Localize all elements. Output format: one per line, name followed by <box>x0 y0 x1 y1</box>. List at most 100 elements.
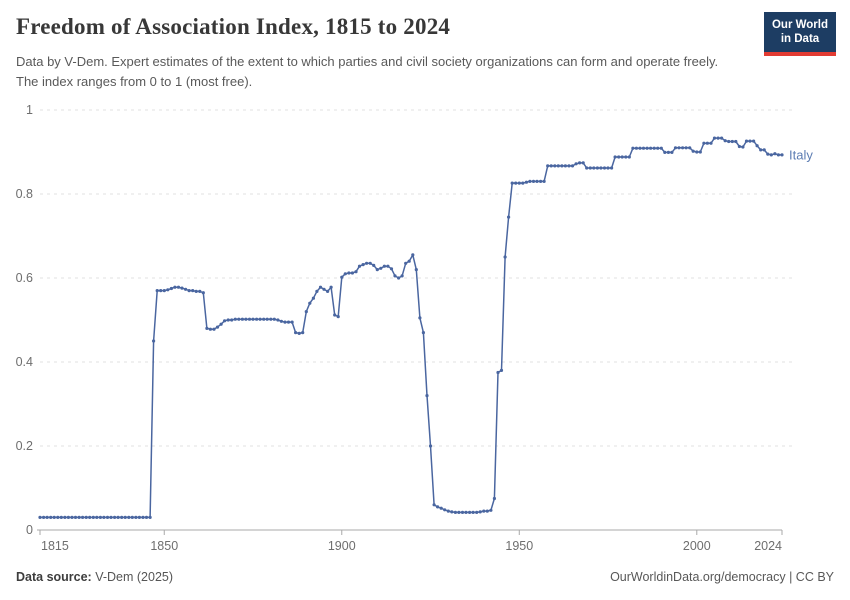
data-point[interactable] <box>617 155 621 159</box>
data-point[interactable] <box>329 285 333 289</box>
data-point[interactable] <box>326 289 330 293</box>
data-point[interactable] <box>759 148 763 152</box>
data-point[interactable] <box>521 181 525 185</box>
data-point[interactable] <box>443 508 447 512</box>
data-point[interactable] <box>127 515 131 519</box>
data-point[interactable] <box>425 394 429 398</box>
data-point[interactable] <box>354 270 358 274</box>
data-point[interactable] <box>407 259 411 263</box>
data-point[interactable] <box>471 510 475 514</box>
data-point[interactable] <box>88 515 92 519</box>
data-point[interactable] <box>59 515 63 519</box>
data-point[interactable] <box>343 272 347 276</box>
data-point[interactable] <box>397 276 401 280</box>
data-point[interactable] <box>748 139 752 143</box>
data-point[interactable] <box>663 150 667 154</box>
data-point[interactable] <box>159 289 163 293</box>
data-point[interactable] <box>439 506 443 510</box>
data-point[interactable] <box>734 139 738 144</box>
data-point[interactable] <box>52 515 56 519</box>
data-point[interactable] <box>539 179 543 183</box>
data-point[interactable] <box>176 285 181 289</box>
data-point[interactable] <box>681 146 685 150</box>
data-point[interactable] <box>130 515 134 519</box>
data-point[interactable] <box>556 164 560 168</box>
data-point[interactable] <box>585 166 589 170</box>
data-point[interactable] <box>336 315 340 319</box>
data-point[interactable] <box>137 515 141 519</box>
data-point[interactable] <box>428 444 433 448</box>
data-point[interactable] <box>237 317 241 321</box>
data-point[interactable] <box>134 515 138 519</box>
data-point[interactable] <box>620 155 624 159</box>
data-point[interactable] <box>212 327 216 331</box>
data-point[interactable] <box>379 266 383 270</box>
data-point[interactable] <box>73 515 78 519</box>
data-point[interactable] <box>712 136 717 140</box>
data-point[interactable] <box>546 164 550 168</box>
data-point[interactable] <box>223 319 227 323</box>
data-point[interactable] <box>375 268 379 272</box>
license-link[interactable]: OurWorldinData.org/democracy | CC BY <box>610 570 834 584</box>
data-point[interactable] <box>677 146 681 150</box>
data-point[interactable] <box>226 318 230 322</box>
data-point[interactable] <box>258 317 262 321</box>
data-point[interactable] <box>535 179 539 183</box>
data-point[interactable] <box>91 515 95 519</box>
data-point[interactable] <box>350 271 354 275</box>
data-point[interactable] <box>368 261 372 265</box>
data-point[interactable] <box>102 515 106 519</box>
data-point[interactable] <box>450 510 454 514</box>
data-point[interactable] <box>233 317 237 321</box>
data-point[interactable] <box>517 181 521 185</box>
data-point[interactable] <box>272 317 276 321</box>
data-point[interactable] <box>762 148 766 152</box>
data-point[interactable] <box>709 141 713 145</box>
data-point[interactable] <box>116 515 120 519</box>
data-point[interactable] <box>510 181 514 185</box>
data-point[interactable] <box>56 515 60 519</box>
data-point[interactable] <box>496 370 500 375</box>
data-point[interactable] <box>457 510 461 514</box>
data-point[interactable] <box>49 515 53 519</box>
data-point[interactable] <box>634 146 639 150</box>
data-point[interactable] <box>624 155 628 159</box>
data-point[interactable] <box>432 503 436 507</box>
data-point[interactable] <box>514 181 518 185</box>
data-point[interactable] <box>109 515 113 519</box>
data-point[interactable] <box>77 515 81 519</box>
data-point[interactable] <box>120 515 124 519</box>
data-point[interactable] <box>670 150 674 154</box>
data-point[interactable] <box>105 515 110 519</box>
data-point[interactable] <box>592 166 596 170</box>
data-point[interactable] <box>191 289 195 293</box>
data-point[interactable] <box>613 155 617 159</box>
data-point[interactable] <box>705 141 710 145</box>
data-point[interactable] <box>162 289 166 293</box>
data-point[interactable] <box>727 139 731 144</box>
data-point[interactable] <box>421 331 425 335</box>
data-point[interactable] <box>404 261 408 265</box>
data-point[interactable] <box>411 253 415 257</box>
data-point[interactable] <box>230 318 234 322</box>
data-point[interactable] <box>744 139 749 143</box>
data-point[interactable] <box>666 150 671 154</box>
data-point[interactable] <box>468 510 472 514</box>
data-point[interactable] <box>184 287 188 291</box>
data-point[interactable] <box>752 139 756 143</box>
data-point[interactable] <box>198 289 202 293</box>
data-point[interactable] <box>485 509 489 513</box>
data-point[interactable] <box>400 274 404 278</box>
data-point[interactable] <box>315 289 319 293</box>
data-point[interactable] <box>560 164 564 168</box>
data-point[interactable] <box>269 317 273 321</box>
data-point[interactable] <box>301 331 305 335</box>
data-point[interactable] <box>173 285 177 289</box>
data-point[interactable] <box>265 317 269 321</box>
data-point[interactable] <box>720 136 724 140</box>
data-point[interactable] <box>81 515 85 519</box>
data-point[interactable] <box>570 164 575 168</box>
data-point[interactable] <box>294 331 298 335</box>
data-point[interactable] <box>595 166 600 170</box>
data-point[interactable] <box>247 317 252 321</box>
